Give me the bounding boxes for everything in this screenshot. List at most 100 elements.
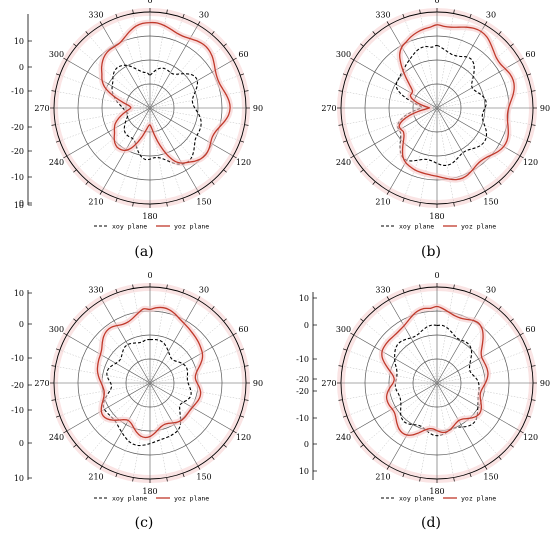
grid-spoke [149, 34, 212, 109]
grid-spoke [149, 107, 224, 170]
angle-label: 60 [525, 50, 535, 59]
grid-spoke [436, 292, 471, 384]
grid-spoke [436, 107, 528, 142]
angle-tick [244, 90, 249, 92]
grid-spoke [375, 107, 438, 182]
radial-tick-label: 0 [19, 199, 24, 208]
angle-label: 150 [483, 198, 498, 207]
grid-spoke [436, 24, 486, 109]
xoy-curve [111, 64, 202, 165]
grid-spoke [375, 382, 438, 457]
angle-tick [99, 296, 103, 301]
grid-spoke [353, 334, 438, 384]
angle-tick [223, 444, 227, 448]
angle-tick [115, 13, 118, 18]
angle-tick [372, 306, 376, 310]
grid-spoke [149, 382, 184, 474]
radial-tick-label: -10 [11, 406, 24, 415]
angle-tick [484, 296, 488, 301]
grid-spoke [116, 17, 151, 109]
angle-label: 150 [196, 198, 211, 207]
grid-spoke [436, 334, 521, 384]
angle-tick [73, 169, 77, 173]
grid-spoke [66, 107, 151, 157]
yoz-curve [100, 21, 231, 164]
grid-spoke [436, 13, 454, 109]
angle-label: 300 [49, 325, 64, 334]
angle-tick [55, 73, 60, 76]
angle-label: 270 [321, 379, 336, 388]
angle-label: 180 [142, 487, 157, 496]
radial-tick-label: 10 [14, 289, 24, 298]
grid-spoke [88, 309, 151, 384]
legend-yoz-label: yoz plane [461, 223, 496, 231]
angle-label: 150 [483, 473, 498, 482]
angle-tick [211, 31, 215, 35]
grid-spoke [403, 382, 438, 474]
angle-tick [498, 31, 502, 35]
angle-tick [531, 124, 536, 126]
grid-spoke [375, 309, 438, 384]
radial-tick-label: 0 [19, 320, 24, 329]
angle-tick [240, 73, 245, 76]
angle-tick [469, 288, 472, 293]
angle-tick [350, 155, 355, 159]
angle-label: 240 [336, 433, 351, 442]
grid-spoke [436, 366, 532, 384]
angle-label: 30 [486, 10, 496, 19]
angle-tick [386, 465, 390, 470]
angle-tick [132, 477, 134, 482]
angle-label: 300 [49, 50, 64, 59]
grid-spoke [149, 107, 241, 142]
legend-yoz-label: yoz plane [174, 495, 209, 503]
grid-spoke [388, 299, 438, 384]
grid-spoke [388, 107, 438, 192]
radial-tick-label: -10 [296, 414, 309, 423]
grid-spoke [436, 107, 486, 192]
angle-label: 210 [88, 473, 103, 482]
angle-tick [386, 190, 390, 195]
angle-label: 300 [336, 325, 351, 334]
angle-tick [85, 31, 89, 35]
grid-spoke [436, 17, 471, 109]
radial-tick-label: 0 [304, 321, 309, 330]
angle-label: 30 [199, 10, 209, 19]
angle-tick [63, 332, 68, 336]
legend-xoy-label: xoy plane [399, 495, 434, 503]
grid-spoke [342, 382, 438, 400]
grid-spoke [149, 334, 234, 384]
grid-spoke [149, 107, 199, 192]
angle-tick [519, 332, 524, 336]
grid-spoke [149, 91, 245, 109]
grid-spoke [149, 382, 167, 478]
angle-tick [469, 473, 472, 478]
angle-tick [63, 430, 68, 434]
angle-tick [360, 169, 364, 173]
angle-label: 120 [236, 158, 251, 167]
angle-tick [182, 198, 185, 203]
angle-tick [419, 9, 421, 14]
grid-spoke [149, 299, 199, 384]
angle-tick [527, 415, 532, 418]
grid-spoke [66, 59, 151, 109]
angle-tick [527, 73, 532, 76]
angle-tick [132, 202, 134, 207]
radial-tick-label: 0 [19, 63, 24, 72]
radial-tick-label: 10 [14, 201, 24, 210]
angle-label: 90 [253, 379, 263, 388]
grid-spoke [353, 382, 438, 432]
yoz-curve [381, 305, 489, 436]
angle-tick [527, 140, 532, 143]
grid-spoke [436, 107, 471, 199]
angle-tick [99, 465, 103, 470]
angle-tick [338, 399, 343, 401]
angle-label: 90 [253, 104, 263, 113]
angle-tick [469, 198, 472, 203]
grid-spoke [66, 334, 151, 384]
grid-spoke [436, 349, 528, 384]
grid-spoke [88, 107, 151, 182]
radial-tick-label: 0 [304, 440, 309, 449]
angle-label: 150 [196, 473, 211, 482]
grid-spoke [436, 91, 532, 109]
